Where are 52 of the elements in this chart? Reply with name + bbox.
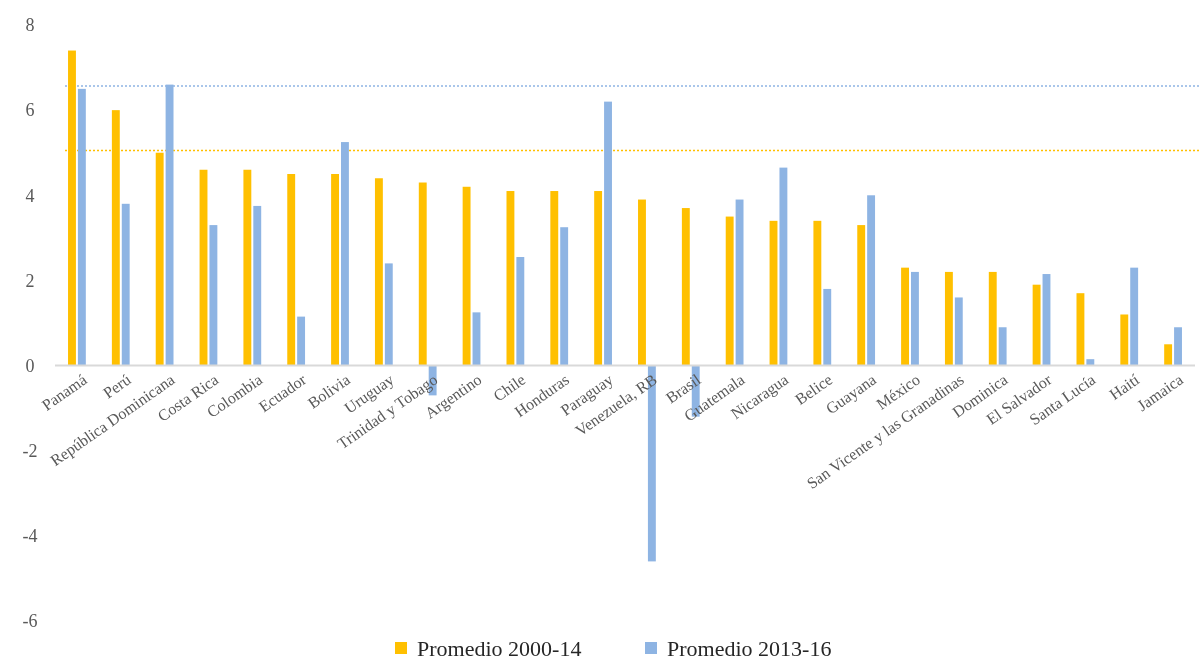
bar: [911, 271, 919, 366]
bar: [857, 225, 866, 366]
bar: [209, 225, 218, 366]
bar: [735, 199, 744, 366]
bar: [121, 203, 130, 366]
y-tick-label: -2: [22, 441, 38, 462]
bar: [681, 208, 690, 366]
bar: [1032, 284, 1041, 366]
bar: [331, 174, 339, 366]
bar: [77, 88, 86, 366]
bar: [1120, 314, 1129, 366]
bar: [243, 169, 252, 366]
bar: [384, 263, 393, 366]
bar: [604, 101, 612, 366]
bar: [1174, 327, 1182, 366]
bar: [638, 199, 646, 366]
bar: [944, 271, 953, 366]
y-tick-label: 6: [25, 100, 35, 121]
y-tick-label: -4: [22, 526, 38, 547]
y-tick-label: 0: [25, 355, 35, 376]
bar: [287, 174, 296, 366]
bar: [779, 167, 788, 366]
bar: [988, 271, 997, 366]
legend-label: Promedio 2000-14: [417, 635, 582, 661]
bar: [954, 297, 963, 366]
y-tick-label: 4: [25, 185, 35, 206]
bar: [550, 191, 559, 366]
bar: [155, 152, 164, 366]
y-tick-label: -6: [22, 611, 38, 632]
legend-label: Promedio 2013-16: [667, 635, 832, 661]
bar: [516, 257, 525, 366]
bar: [901, 267, 909, 366]
bar: [594, 191, 603, 366]
bar: [725, 216, 734, 366]
bar: [253, 205, 262, 366]
bar: [462, 186, 471, 366]
bar: [560, 227, 569, 366]
bar: [1130, 267, 1139, 366]
bar: [374, 178, 383, 366]
bar: [1086, 359, 1095, 366]
bar: [297, 316, 306, 366]
bar: [341, 142, 349, 366]
bar: [506, 191, 515, 366]
y-tick-label: 2: [25, 270, 35, 291]
bar: [418, 182, 427, 366]
bar: [998, 327, 1007, 366]
bar: [1076, 293, 1085, 366]
bar: [867, 195, 876, 366]
bar: [1164, 344, 1173, 366]
bar: [813, 220, 822, 366]
bar: [823, 288, 832, 366]
y-tick-label: 8: [25, 15, 35, 36]
